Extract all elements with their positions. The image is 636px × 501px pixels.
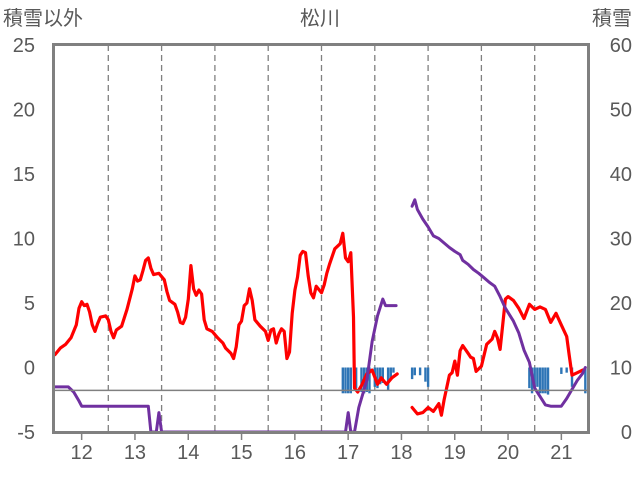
snow_depth-line — [410, 198, 587, 408]
x-tick-label: 15 — [230, 442, 252, 464]
right-tick-label: 60 — [610, 35, 632, 57]
left-tick-label: 20 — [13, 100, 35, 122]
left-tick-label: 0 — [24, 358, 35, 380]
precipitation-bar — [418, 367, 422, 376]
x-tick-label: 17 — [337, 442, 359, 464]
right-tick-label: 10 — [610, 358, 632, 380]
right-tick-label: 20 — [610, 293, 632, 315]
x-tick-label: 14 — [177, 442, 199, 464]
precipitation-bar — [544, 367, 547, 394]
x-tick-label: 12 — [71, 442, 93, 464]
precipitation-bar — [424, 367, 427, 382]
right-tick-label: 50 — [610, 100, 632, 122]
left-tick-label: 15 — [13, 164, 35, 186]
x-tick-label: 13 — [124, 442, 146, 464]
left-tick-label: 5 — [24, 293, 35, 315]
precipitation-bar — [536, 367, 539, 387]
precipitation-bar — [381, 367, 384, 383]
precipitation-bar — [354, 367, 358, 389]
left-tick-label: -5 — [17, 422, 35, 444]
x-tick-label: 20 — [497, 442, 519, 464]
series-lines — [53, 198, 587, 434]
left-tick-label: 10 — [13, 229, 35, 251]
precipitation-bar — [584, 367, 587, 394]
precipitation-bar — [349, 367, 353, 394]
precipitation-bar — [360, 367, 363, 393]
precipitation-bar — [560, 367, 563, 374]
precipitation-bar — [410, 367, 414, 380]
precipitation-bar — [341, 367, 345, 394]
precipitation-bar — [528, 367, 531, 389]
grid-lines — [80, 45, 563, 440]
plot-frame — [52, 43, 590, 434]
precipitation-bar — [344, 367, 347, 394]
precipitation-bar — [426, 367, 430, 387]
x-tick-label: 18 — [390, 442, 412, 464]
precipitation-bar — [538, 367, 542, 394]
x-tick-label: 16 — [284, 442, 306, 464]
right-tick-label: 30 — [610, 229, 632, 251]
precipitation-bar — [413, 367, 416, 376]
right-tick-label: 0 — [621, 422, 632, 444]
left-tick-label: 25 — [13, 35, 35, 57]
snow_depth-line — [53, 297, 398, 434]
precipitation-bar — [376, 367, 379, 389]
right-tick-label: 40 — [610, 164, 632, 186]
temperature-line — [410, 295, 585, 417]
precipitation-bar — [546, 367, 550, 395]
precipitation-bar — [386, 367, 390, 391]
temperature-line — [53, 231, 399, 394]
left-axis-label: 積雪以外 — [3, 6, 83, 30]
precipitation-bar — [346, 367, 350, 394]
x-tick-label: 21 — [550, 442, 572, 464]
right-axis-label: 積雪 — [592, 6, 632, 30]
x-tick-label: 19 — [444, 442, 466, 464]
precipitation-bar — [389, 367, 392, 380]
precipitation-bar — [541, 367, 544, 394]
precipitation-bar — [565, 367, 568, 373]
precipitation-bar — [570, 367, 574, 387]
precipitation-bar — [368, 367, 371, 394]
precipitation-bar — [392, 367, 395, 373]
precipitation-bar — [378, 367, 382, 385]
chart-title: 松川 — [300, 6, 340, 30]
precipitation-bar — [533, 367, 536, 390]
